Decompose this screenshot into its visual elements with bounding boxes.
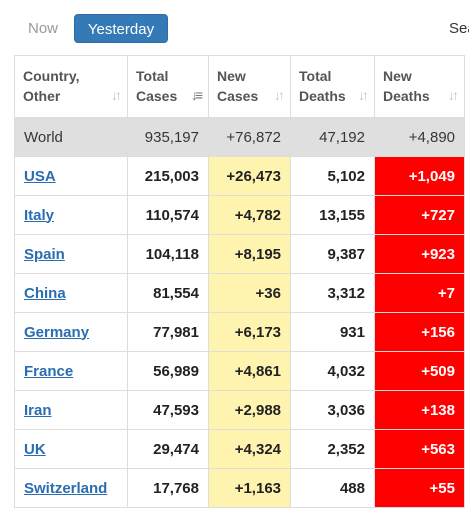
country-cell: France [14,351,128,391]
new-deaths-cell: +156 [374,312,465,352]
sort-arrows-icon: ↓↑ [358,87,369,103]
column-header-line: Total [299,68,332,84]
sort-arrows-icon: ↓↑ [274,87,285,103]
new-deaths-cell: +1,049 [374,156,465,196]
top-bar: Now Yesterday Sea [0,0,469,52]
new-deaths-cell: +727 [374,195,465,235]
total-cases-cell: 104,118 [127,234,209,274]
sort-active-icon: ↓≡ [190,87,203,103]
total-cases-cell: 215,003 [127,156,209,196]
new-cases-cell: +2,988 [208,390,291,430]
table-row: USA 215,003 +26,473 5,102 +1,049 [14,156,465,196]
new-deaths-cell: +7 [374,273,465,313]
table-row: Switzerland 17,768 +1,163 488 +55 [14,468,465,508]
table-header-row: Country, Other ↓↑ Total Cases ↓≡ New Cases ↓↑ … [14,55,465,118]
new-cases-cell: +8,195 [208,234,291,274]
country-link[interactable]: Germany [24,323,90,341]
total-cases-cell: 56,989 [127,351,209,391]
cases-table: Country, Other ↓↑ Total Cases ↓≡ New Cases ↓↑ … [14,55,465,508]
column-header-line: Deaths [383,88,430,104]
table-row: Italy 110,574 +4,782 13,155 +727 [14,195,465,235]
table-row: Germany 77,981 +6,173 931 +156 [14,312,465,352]
country-cell: UK [14,429,128,469]
sort-arrows-icon: ↓↑ [111,87,122,103]
column-header-total-cases[interactable]: Total Cases ↓≡ [127,55,209,118]
country-cell: Germany [14,312,128,352]
table-row: UK 29,474 +4,324 2,352 +563 [14,429,465,469]
new-deaths-cell: +563 [374,429,465,469]
table-row: Spain 104,118 +8,195 9,387 +923 [14,234,465,274]
country-cell: Spain [14,234,128,274]
country-cell: Italy [14,195,128,235]
world-row: World 935,197 +76,872 47,192 +4,890 [14,117,465,157]
country-link[interactable]: USA [24,167,56,185]
country-cell: Switzerland [14,468,128,508]
sort-arrows-icon: ↓↑ [448,87,459,103]
new-deaths-cell: +55 [374,468,465,508]
total-deaths-cell: 4,032 [290,351,375,391]
new-cases-cell: +4,782 [208,195,291,235]
new-cases-cell: +4,861 [208,351,291,391]
total-deaths-cell: 2,352 [290,429,375,469]
total-deaths-cell: 931 [290,312,375,352]
table-row: France 56,989 +4,861 4,032 +509 [14,351,465,391]
column-header-new-deaths[interactable]: New Deaths ↓↑ [374,55,465,118]
table-row: Iran 47,593 +2,988 3,036 +138 [14,390,465,430]
total-cases-cell: 17,768 [127,468,209,508]
new-deaths-cell: +923 [374,234,465,274]
total-deaths-cell: 9,387 [290,234,375,274]
column-header-line: Total [136,68,169,84]
total-deaths-cell: 13,155 [290,195,375,235]
country-cell: Iran [14,390,128,430]
total-cases-cell: 77,981 [127,312,209,352]
search-label[interactable]: Sea [449,20,469,37]
total-deaths-cell: 3,312 [290,273,375,313]
country-cell: China [14,273,128,313]
world-country: World [14,117,128,157]
new-cases-cell: +6,173 [208,312,291,352]
column-header-total-deaths[interactable]: Total Deaths ↓↑ [290,55,375,118]
total-deaths-cell: 3,036 [290,390,375,430]
total-cases-cell: 81,554 [127,273,209,313]
world-total-deaths: 47,192 [290,117,375,157]
column-header-line: Other [23,88,61,104]
tab-yesterday[interactable]: Yesterday [74,14,168,43]
total-deaths-cell: 488 [290,468,375,508]
column-header-new-cases[interactable]: New Cases ↓↑ [208,55,291,118]
column-header-line: New [217,68,246,84]
country-link[interactable]: China [24,284,66,302]
column-header-line: Country, [23,68,80,84]
column-header-country[interactable]: Country, Other ↓↑ [14,55,128,118]
new-deaths-cell: +138 [374,390,465,430]
country-link[interactable]: Switzerland [24,479,108,497]
country-link[interactable]: Iran [24,401,52,419]
total-cases-cell: 110,574 [127,195,209,235]
country-link[interactable]: UK [24,440,46,458]
country-link[interactable]: Spain [24,245,65,263]
table-row: China 81,554 +36 3,312 +7 [14,273,465,313]
world-new-cases: +76,872 [208,117,291,157]
new-deaths-cell: +509 [374,351,465,391]
world-total-cases: 935,197 [127,117,209,157]
column-header-line: Cases [217,88,259,104]
total-cases-cell: 47,593 [127,390,209,430]
total-deaths-cell: 5,102 [290,156,375,196]
new-cases-cell: +26,473 [208,156,291,196]
country-link[interactable]: France [24,362,74,380]
column-header-line: Cases [136,88,178,104]
world-new-deaths: +4,890 [374,117,465,157]
new-cases-cell: +4,324 [208,429,291,469]
country-link[interactable]: Italy [24,206,55,224]
total-cases-cell: 29,474 [127,429,209,469]
new-cases-cell: +36 [208,273,291,313]
tab-now[interactable]: Now [27,20,58,37]
country-cell: USA [14,156,128,196]
column-header-line: Deaths [299,88,346,104]
new-cases-cell: +1,163 [208,468,291,508]
column-header-line: New [383,68,412,84]
